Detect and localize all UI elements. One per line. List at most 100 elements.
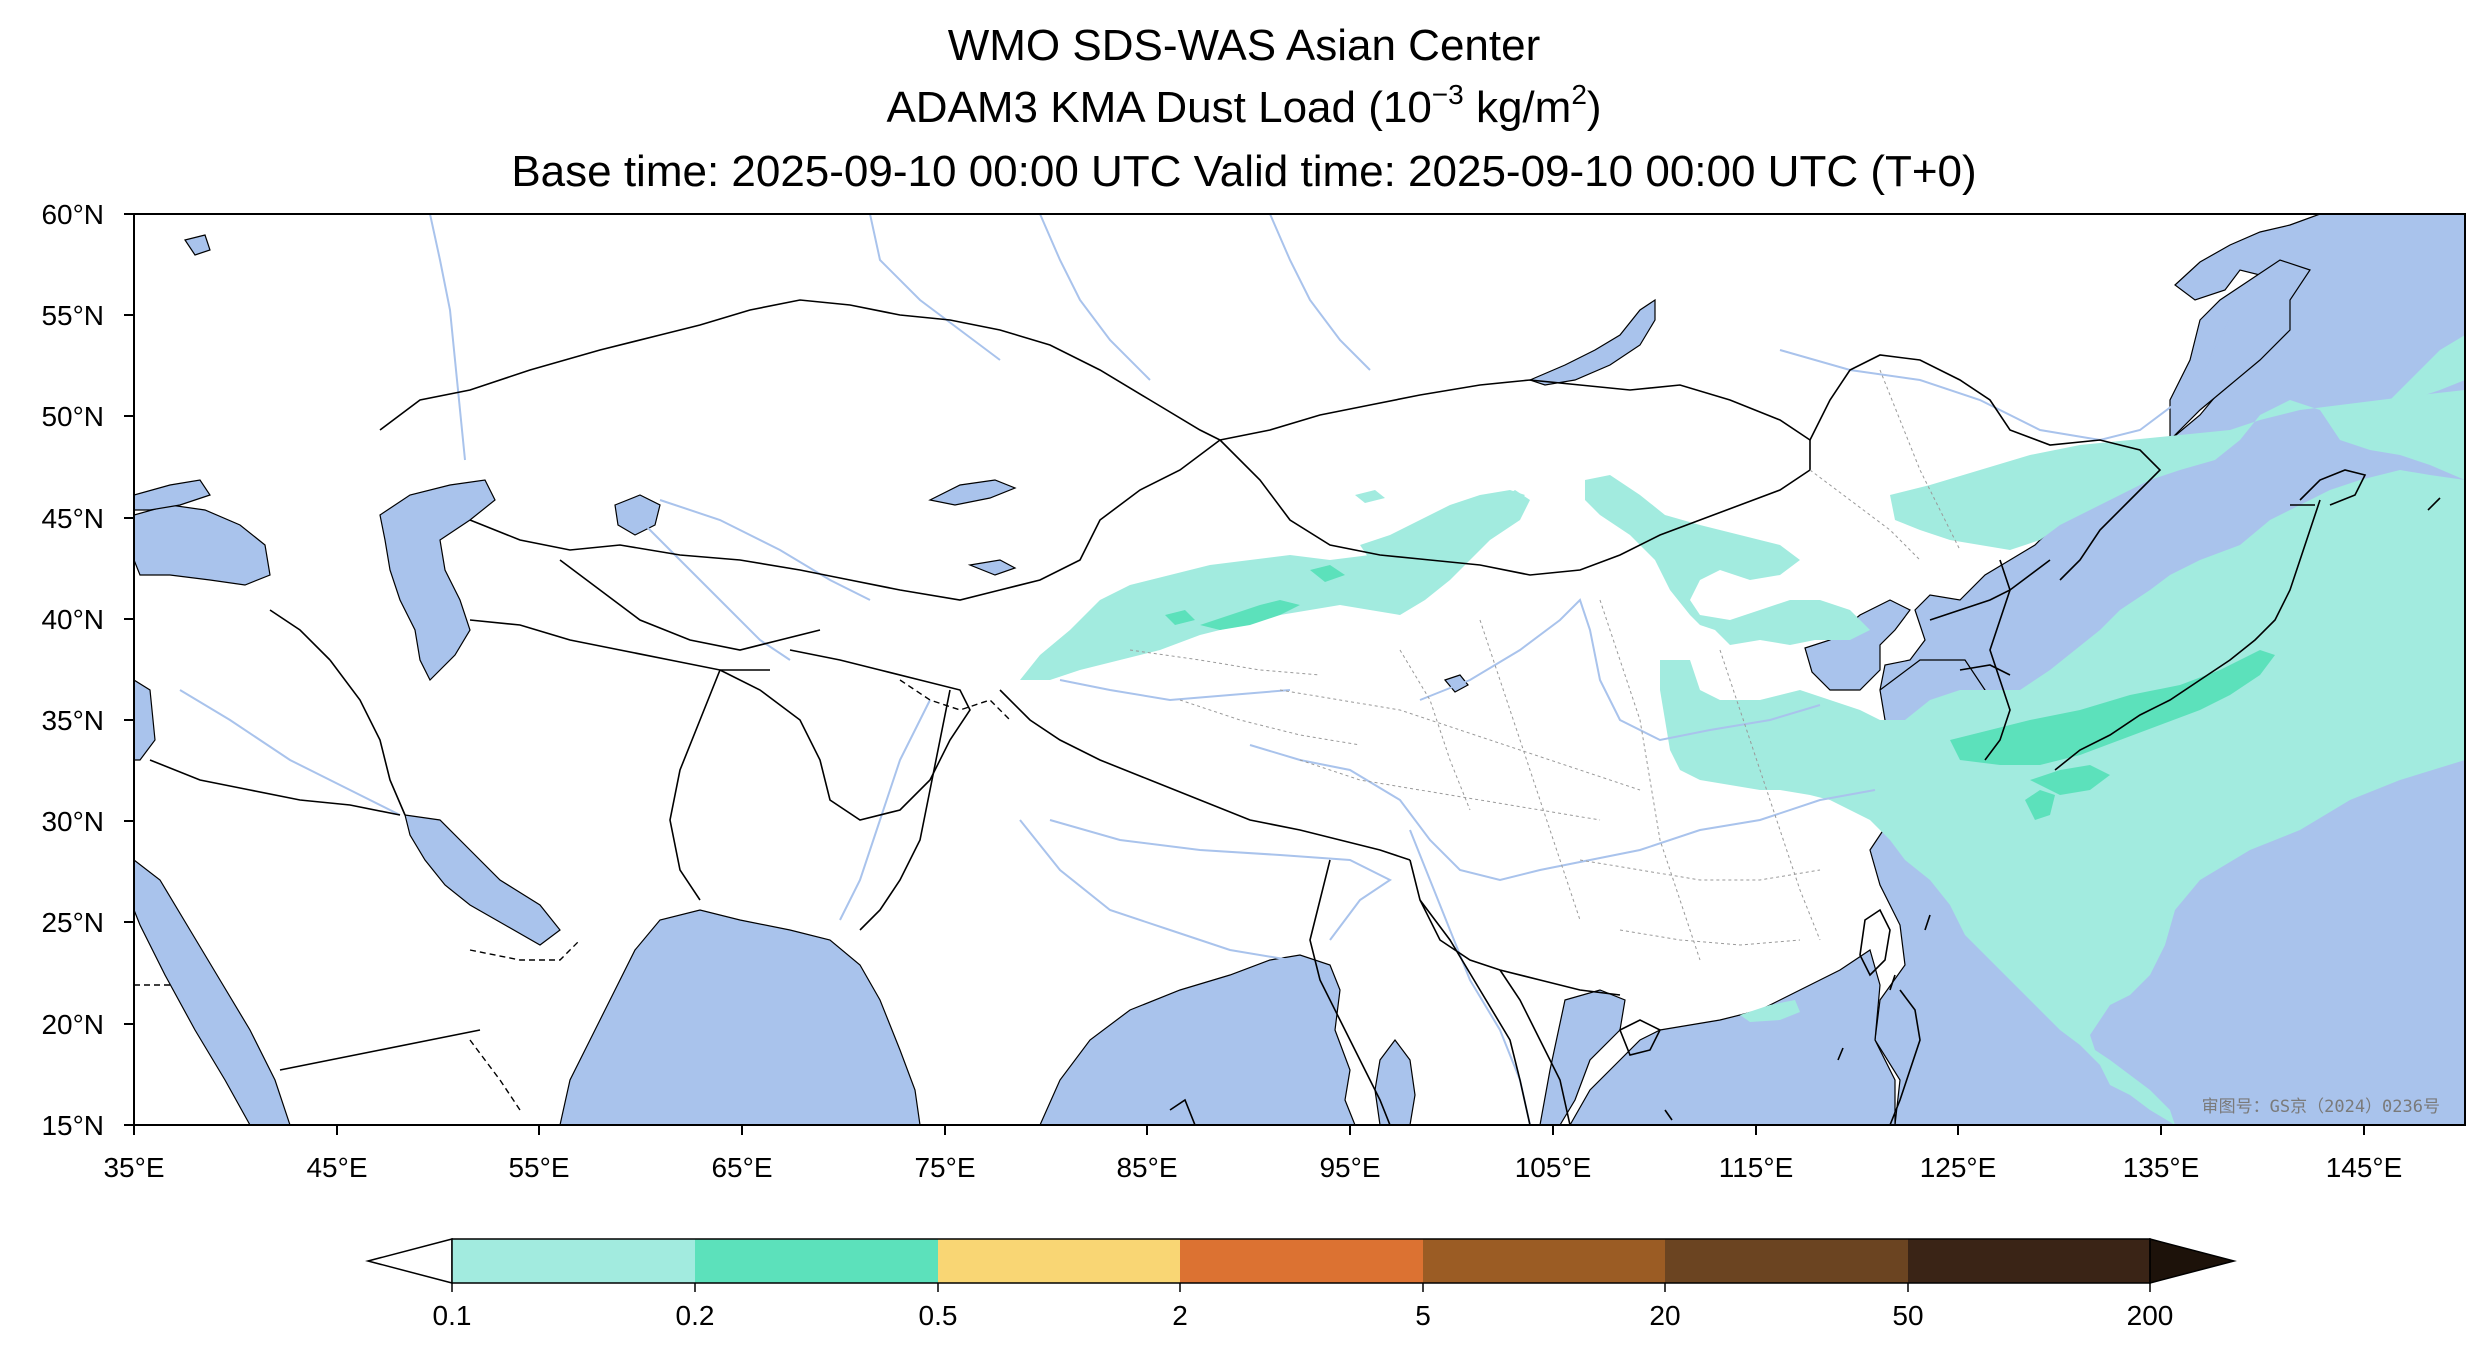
border-kazakhstan-china <box>999 439 1221 591</box>
river-syr-darya <box>659 499 871 601</box>
river-amu-darya <box>639 519 791 661</box>
dash-marker-2 <box>1889 974 1896 991</box>
longitude-axis: 35°E 45°E 55°E 65°E 75°E 85°E 95°E 105°E… <box>103 1125 2402 1183</box>
title-line-2-prefix: ADAM3 KMA Dust Load (10 <box>886 83 1432 132</box>
lat-label-40: 40°N <box>41 604 104 635</box>
river-volga <box>429 214 466 461</box>
colorbar-label-2: 0.5 <box>919 1300 958 1331</box>
border-kazakhstan-south <box>469 519 1001 601</box>
approval-stamp: 审图号：GS京（2024）0236号 <box>2202 1097 2440 1117</box>
red-sea <box>134 859 291 1125</box>
colorbar-bin-1 <box>695 1239 938 1283</box>
title-line-2-units: kg/m <box>1463 83 1572 132</box>
coast-hokkaido <box>2299 469 2367 506</box>
lon-label-115: 115°E <box>1719 1152 1794 1183</box>
lake-baikal <box>1528 298 1656 386</box>
black-sea-north <box>134 479 211 511</box>
bay-of-bengal <box>1039 954 1356 1125</box>
title-line-2: ADAM3 KMA Dust Load (10−3 kg/m2) <box>0 79 2488 134</box>
dust-core-korea-strait <box>2025 790 2055 820</box>
south-china-sea <box>1569 949 1896 1125</box>
title-line-1: WMO SDS-WAS Asian Center <box>947 21 1541 70</box>
map-area: 审图号：GS京（2024）0236号 <box>134 214 2465 1125</box>
coast-hainan <box>1618 1019 1662 1056</box>
border-russia-china-east <box>1809 354 2162 581</box>
lake-issyk-kul <box>967 559 1017 576</box>
dust-core-japan-south <box>2030 765 2110 795</box>
coast-taiwan <box>1859 908 1891 977</box>
map-frame <box>133 213 2466 1126</box>
river-ganges <box>1019 819 1291 961</box>
dust-band-northeast-top <box>2390 335 2465 400</box>
border-china-india <box>999 689 1411 861</box>
border-thailand-laos <box>1419 899 1531 1125</box>
river-amur <box>1779 319 2231 442</box>
lon-label-75: 75°E <box>914 1152 975 1183</box>
sea-of-okhotsk <box>2169 259 2311 442</box>
colorbar-label-3: 2 <box>1172 1300 1188 1331</box>
lon-label-105: 105°E <box>1515 1152 1592 1183</box>
colorbar-label-5: 20 <box>1649 1300 1680 1331</box>
disputed-borders <box>134 679 1011 1111</box>
lat-label-50: 50°N <box>41 401 104 432</box>
caspian-sea <box>379 479 496 682</box>
colorbar-label-7: 200 <box>2127 1300 2174 1331</box>
river-irtysh <box>869 214 1001 361</box>
river-euphrates <box>179 689 401 816</box>
colorbar-label-4: 5 <box>1415 1300 1431 1331</box>
lon-label-145: 145°E <box>2326 1152 2403 1183</box>
lat-label-55: 55°N <box>41 300 104 331</box>
lat-label-60: 60°N <box>41 199 104 230</box>
border-iran-iraq <box>329 659 406 816</box>
dust-band-east-china <box>1660 470 2465 1125</box>
colorbar-bin-6 <box>1908 1239 2150 1283</box>
lon-label-125: 125°E <box>1920 1152 1997 1183</box>
lon-label-65: 65°E <box>711 1152 772 1183</box>
lon-label-135: 135°E <box>2123 1152 2200 1183</box>
border-korea <box>1984 559 2011 761</box>
colorbar: 0.1 0.2 0.5 2 5 20 50 200 <box>365 1238 2237 1331</box>
coast-japan-honshu <box>2054 499 2321 771</box>
river-yenisei <box>1269 214 1371 371</box>
river-tarim <box>1059 679 1291 702</box>
lat-label-35: 35°N <box>41 705 104 736</box>
lat-label-15: 15°N <box>41 1110 104 1141</box>
border-saudi-north <box>149 759 401 816</box>
dust-patch-mongolia-small <box>1355 490 1385 503</box>
title-line-2-suffix: ) <box>1586 83 1602 132</box>
colorbar-bin-5 <box>1665 1239 1908 1283</box>
province-line-5 <box>1719 649 1821 941</box>
dust-core-small-2 <box>1310 565 1345 582</box>
dash-marker-1 <box>1837 1047 1844 1061</box>
dust-core-tarim <box>1200 600 1300 630</box>
dust-core-japan <box>1950 650 2275 765</box>
andaman-sea <box>1374 1039 1416 1125</box>
province-line-11 <box>1179 699 1361 746</box>
national-borders <box>149 299 2367 1125</box>
river-indus <box>839 699 931 921</box>
title-exponent: −3 <box>1431 79 1464 110</box>
disputed-kashmir <box>899 679 1011 721</box>
border-iran-turkey <box>269 609 331 661</box>
persian-gulf <box>404 814 561 946</box>
colorbar-bin-4 <box>1423 1239 1665 1283</box>
lon-label-95: 95°E <box>1319 1152 1380 1183</box>
lon-label-55: 55°E <box>508 1152 569 1183</box>
colorbar-bin-2 <box>938 1239 1180 1283</box>
disputed-arabia-south <box>469 1039 521 1111</box>
colorbar-over-arrow <box>2149 1238 2237 1284</box>
arabian-sea <box>559 909 921 1125</box>
lon-label-35: 35°E <box>103 1152 164 1183</box>
dash-marker-5 <box>2427 497 2441 511</box>
river-yangtze <box>1249 744 1876 882</box>
border-myanmar <box>1309 859 1391 1125</box>
province-line-1 <box>1279 689 1641 791</box>
lon-label-45: 45°E <box>306 1152 367 1183</box>
river-ob <box>1039 214 1151 381</box>
border-mongolia-china <box>1219 439 1811 576</box>
province-line-7 <box>1619 929 1801 946</box>
lat-label-30: 30°N <box>41 806 104 837</box>
dust-band-central-asia <box>1020 490 1530 680</box>
title-units-exponent: 2 <box>1571 79 1587 110</box>
